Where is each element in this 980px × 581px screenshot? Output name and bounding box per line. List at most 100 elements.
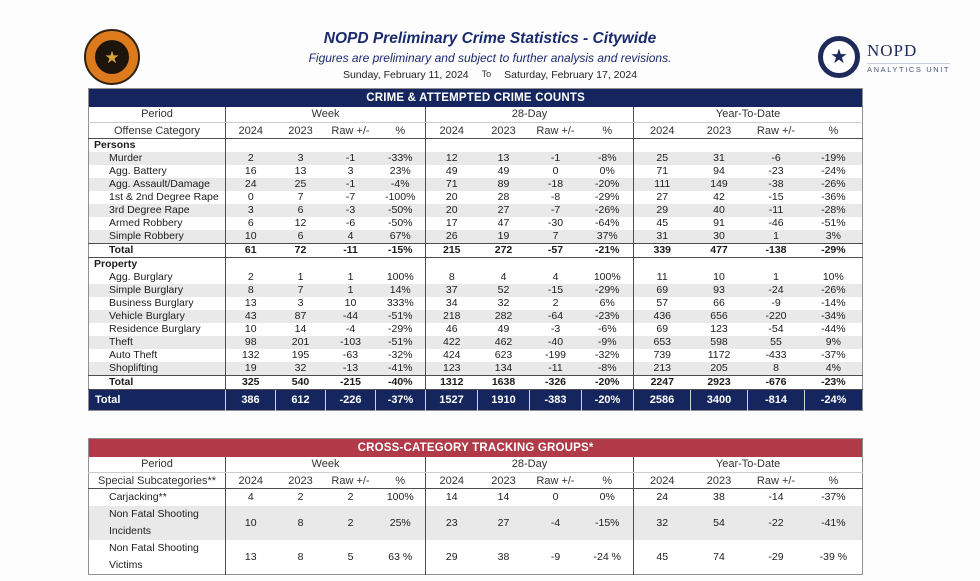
col-2024: 2024 <box>425 122 478 139</box>
cell: -51% <box>375 336 426 349</box>
cell <box>748 139 805 153</box>
cell: -21% <box>581 243 634 258</box>
cell: 13 <box>225 540 276 575</box>
row-label: Shoplifting <box>88 362 226 376</box>
cell: 63 % <box>388 550 413 563</box>
cell: -8% <box>581 152 634 165</box>
group-ytd: Year-To-Date <box>632 106 863 123</box>
table-row: Total 386 612 -226 -37% 1527 1910 -383 -20% 2586 3… <box>88 389 863 411</box>
cell: 3 <box>225 204 276 217</box>
cell: 6 <box>225 217 276 230</box>
cell: 3 <box>275 152 326 165</box>
cell: 57 <box>633 297 691 310</box>
cell: 0% <box>599 491 615 503</box>
cell: -20% <box>581 178 634 191</box>
cell: 32 <box>633 506 691 540</box>
row-label: Simple Robbery <box>88 230 226 244</box>
cell: 1527 <box>425 389 478 411</box>
cell: 89 <box>477 178 530 191</box>
group-28day: 28-Day <box>425 456 634 473</box>
cell: 132 <box>225 349 276 362</box>
cell: 49 <box>425 165 478 178</box>
row-label: Theft <box>88 336 226 349</box>
table-row: Property <box>89 257 863 272</box>
cell: -50% <box>375 204 426 217</box>
cell: 10% <box>822 271 844 283</box>
category-header: Offense Category <box>88 122 226 139</box>
cell: -14% <box>821 297 846 309</box>
cell: -1 <box>325 152 376 165</box>
cell <box>582 258 634 272</box>
cell: -215 <box>325 375 376 390</box>
cell: 739 <box>633 349 691 362</box>
row-label: Property <box>94 258 138 270</box>
col-pct: % <box>804 472 863 489</box>
crime-table: CRIME & ATTEMPTED CRIME COUNTS Period We… <box>88 88 864 411</box>
table-row: Agg. Battery 16 13 3 23% 49 49 0 0% 71 94 -23 -24% <box>89 165 863 178</box>
cell: 45 <box>633 540 691 575</box>
cell: -326 <box>529 375 582 390</box>
crime-table-banner: CRIME & ATTEMPTED CRIME COUNTS <box>88 88 863 107</box>
tracking-table-banner: CROSS-CATEGORY TRACKING GROUPS* <box>88 438 863 457</box>
cell: 656 <box>690 310 748 323</box>
cell: 49 <box>497 323 510 335</box>
col-raw: Raw +/- <box>747 472 805 489</box>
cell: 61 <box>225 243 276 258</box>
cell: 32 <box>497 297 510 309</box>
cell: 477 <box>690 243 748 258</box>
subcolumn-header-row: Offense Category 2024 2023 Raw +/- % 202… <box>88 122 863 139</box>
cell: 123 <box>425 362 478 376</box>
cell: -32% <box>387 349 413 361</box>
date-end: Saturday, February 17, 2024 <box>504 69 638 81</box>
cell <box>425 257 478 271</box>
cell: 46 <box>425 323 478 336</box>
cell: 10 <box>225 230 276 244</box>
cell: 4 <box>500 271 507 283</box>
cell: -29% <box>594 191 620 203</box>
analytics-unit-logo: ★ NOPD ANALYTICS UNIT <box>818 36 951 78</box>
cell: 0 <box>225 191 276 204</box>
group-28day: 28-Day <box>425 106 634 123</box>
cell: -54 <box>768 323 784 335</box>
cell: -36% <box>821 191 846 203</box>
cell: 218 <box>425 310 478 323</box>
cell: -103 <box>325 336 376 349</box>
row-label: Agg. Assault/Damage <box>88 178 226 191</box>
nopd-badge-center: ★ <box>95 40 129 74</box>
cell: 0 <box>552 165 559 177</box>
cell: 19 <box>477 230 530 244</box>
cell: 42 <box>713 191 725 203</box>
cell: -15% <box>375 243 426 258</box>
cell: -7 <box>529 204 582 217</box>
cell: 69 <box>633 284 691 297</box>
cell <box>225 138 276 152</box>
col-pct: % <box>375 472 426 489</box>
cell <box>582 139 634 153</box>
cell: -11 <box>529 362 582 376</box>
cell: -199 <box>544 349 566 361</box>
col-pct: % <box>581 122 634 139</box>
cell: 19 <box>225 362 276 376</box>
cell <box>376 139 426 153</box>
cell: 8 <box>747 362 805 376</box>
cell: 27 <box>477 204 530 217</box>
cell: 325 <box>225 375 276 390</box>
cell: 2 <box>225 152 276 165</box>
cell: 37 <box>425 284 478 297</box>
row-label: Non Fatal Shooting Incidents <box>88 506 226 540</box>
cell: 1 <box>297 271 304 283</box>
cell: -51% <box>375 310 426 323</box>
row-label: Total <box>88 375 226 390</box>
cell: 1 <box>747 230 805 244</box>
cell: -24 <box>747 284 805 297</box>
table-row: Persons <box>89 138 863 153</box>
cell: -40% <box>375 375 426 390</box>
col-pct: % <box>804 122 863 139</box>
row-label: 1st & 2nd Degree Rape <box>109 191 219 203</box>
row-label: Agg. Burglary <box>109 271 173 283</box>
cell: -30 <box>547 217 564 229</box>
cell: -8% <box>581 362 634 376</box>
cell: 1 <box>773 271 779 283</box>
cell <box>633 257 691 271</box>
